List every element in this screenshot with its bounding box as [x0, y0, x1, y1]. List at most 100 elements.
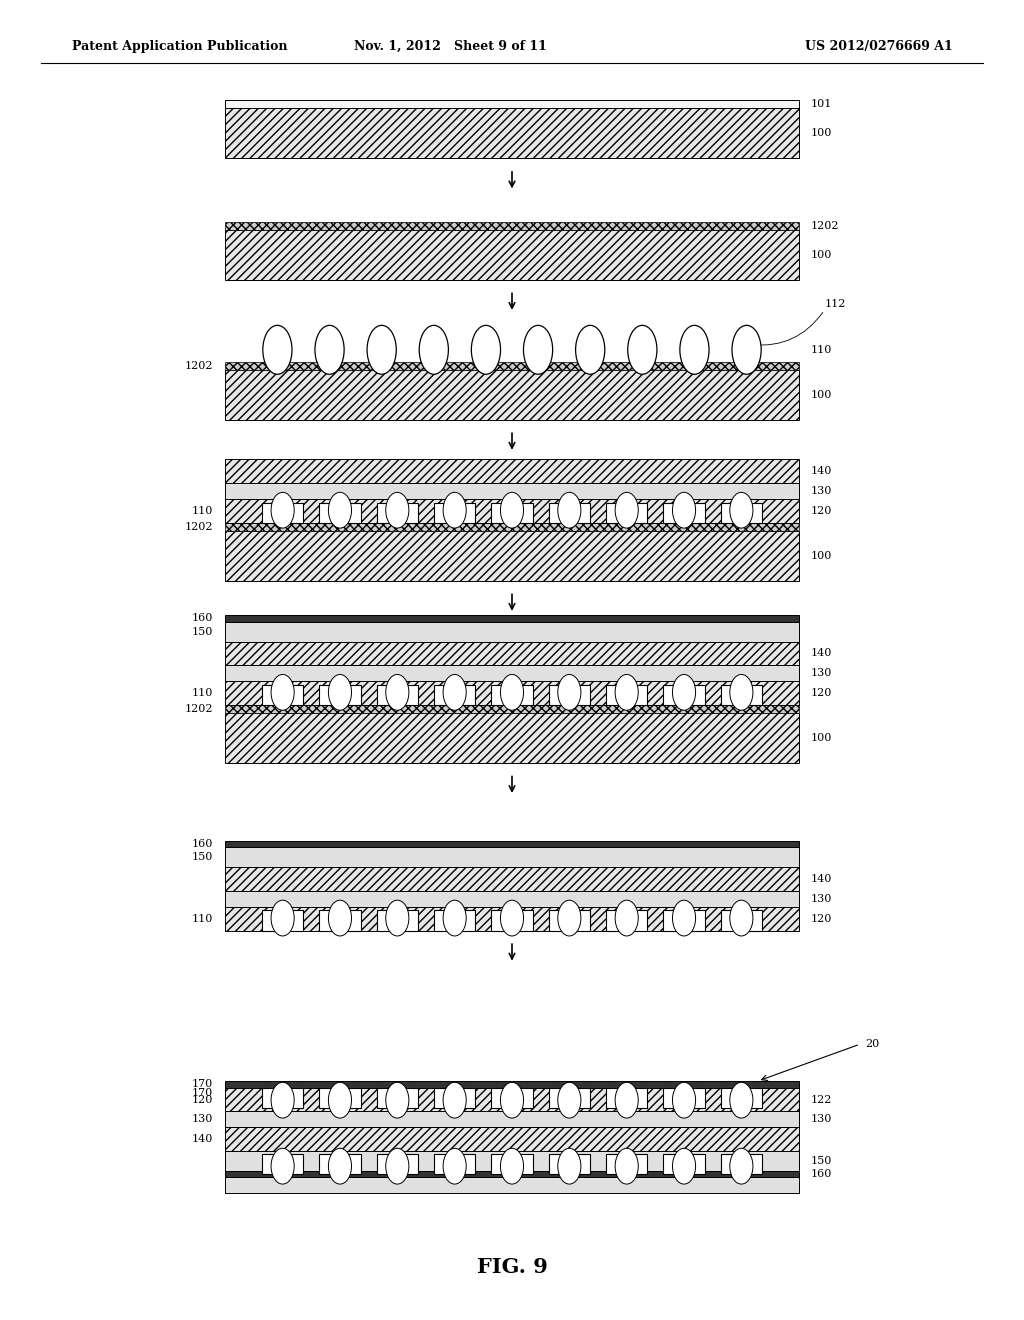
Ellipse shape [615, 1148, 638, 1184]
Text: 110: 110 [811, 345, 833, 355]
FancyBboxPatch shape [434, 685, 475, 705]
FancyBboxPatch shape [721, 1154, 762, 1173]
Ellipse shape [558, 900, 581, 936]
Text: 1202: 1202 [184, 360, 213, 371]
Text: 1202: 1202 [184, 521, 213, 532]
Text: 110: 110 [191, 688, 213, 698]
Bar [225, 615, 799, 622]
Ellipse shape [386, 1148, 409, 1184]
Text: 110: 110 [191, 506, 213, 516]
Bar [225, 362, 799, 370]
Bar [225, 665, 799, 681]
Text: Patent Application Publication: Patent Application Publication [72, 40, 287, 53]
Ellipse shape [673, 1082, 695, 1118]
Ellipse shape [558, 1148, 581, 1184]
Ellipse shape [730, 492, 753, 528]
Ellipse shape [680, 325, 709, 375]
Text: 140: 140 [811, 648, 833, 659]
Text: 100: 100 [811, 128, 833, 139]
Ellipse shape [558, 675, 581, 710]
Ellipse shape [443, 900, 466, 936]
FancyBboxPatch shape [262, 503, 303, 523]
Ellipse shape [575, 325, 605, 375]
Ellipse shape [730, 675, 753, 710]
Text: 100: 100 [811, 249, 833, 260]
Text: 170: 170 [191, 1088, 213, 1098]
Text: 110: 110 [191, 913, 213, 924]
FancyBboxPatch shape [664, 1154, 705, 1173]
Bar [225, 1081, 799, 1088]
Text: 130: 130 [811, 1114, 833, 1125]
Ellipse shape [558, 1082, 581, 1118]
Ellipse shape [558, 492, 581, 528]
Ellipse shape [501, 900, 523, 936]
Bar [225, 713, 799, 763]
Ellipse shape [271, 900, 294, 936]
Bar [225, 681, 799, 705]
FancyBboxPatch shape [319, 685, 360, 705]
FancyBboxPatch shape [434, 911, 475, 931]
Ellipse shape [271, 675, 294, 710]
Bar [225, 841, 799, 847]
FancyBboxPatch shape [377, 1154, 418, 1173]
FancyBboxPatch shape [721, 685, 762, 705]
FancyBboxPatch shape [492, 685, 532, 705]
FancyBboxPatch shape [434, 1088, 475, 1107]
Bar [225, 891, 799, 907]
Text: 100: 100 [811, 389, 833, 400]
Ellipse shape [367, 325, 396, 375]
FancyBboxPatch shape [549, 1088, 590, 1107]
Text: 140: 140 [811, 466, 833, 477]
Text: US 2012/0276669 A1: US 2012/0276669 A1 [805, 40, 952, 53]
Bar [225, 867, 799, 891]
Ellipse shape [419, 325, 449, 375]
Bar [225, 222, 799, 230]
Bar [225, 523, 799, 531]
Text: 160: 160 [811, 1170, 833, 1179]
Text: 120: 120 [811, 913, 833, 924]
FancyBboxPatch shape [606, 685, 647, 705]
FancyBboxPatch shape [721, 1088, 762, 1107]
Ellipse shape [501, 492, 523, 528]
FancyBboxPatch shape [606, 911, 647, 931]
Ellipse shape [386, 675, 409, 710]
Text: 130: 130 [811, 668, 833, 678]
Bar [225, 1088, 799, 1094]
Bar [225, 499, 799, 523]
Bar [225, 705, 799, 713]
Text: 130: 130 [811, 894, 833, 904]
Ellipse shape [271, 492, 294, 528]
Ellipse shape [315, 325, 344, 375]
Text: 160: 160 [191, 840, 213, 849]
Bar [225, 1111, 799, 1127]
Text: 120: 120 [811, 506, 833, 516]
Text: 120: 120 [811, 688, 833, 698]
Bar [225, 907, 799, 931]
FancyBboxPatch shape [377, 503, 418, 523]
Ellipse shape [329, 1082, 351, 1118]
Ellipse shape [386, 492, 409, 528]
Bar [225, 1088, 799, 1111]
FancyBboxPatch shape [492, 503, 532, 523]
Ellipse shape [673, 675, 695, 710]
Ellipse shape [730, 1148, 753, 1184]
Ellipse shape [673, 492, 695, 528]
Ellipse shape [501, 1148, 523, 1184]
FancyBboxPatch shape [664, 685, 705, 705]
Text: 100: 100 [811, 733, 833, 743]
Ellipse shape [443, 1082, 466, 1118]
Ellipse shape [386, 900, 409, 936]
Ellipse shape [523, 325, 553, 375]
Ellipse shape [732, 325, 761, 375]
Bar [225, 622, 799, 642]
Text: 150: 150 [191, 853, 213, 862]
FancyBboxPatch shape [664, 1088, 705, 1107]
FancyBboxPatch shape [549, 1154, 590, 1173]
Ellipse shape [501, 675, 523, 710]
Ellipse shape [730, 1082, 753, 1118]
Ellipse shape [615, 900, 638, 936]
FancyBboxPatch shape [549, 911, 590, 931]
Bar [225, 1171, 799, 1177]
Text: 122: 122 [811, 1094, 833, 1105]
FancyBboxPatch shape [319, 1154, 360, 1173]
